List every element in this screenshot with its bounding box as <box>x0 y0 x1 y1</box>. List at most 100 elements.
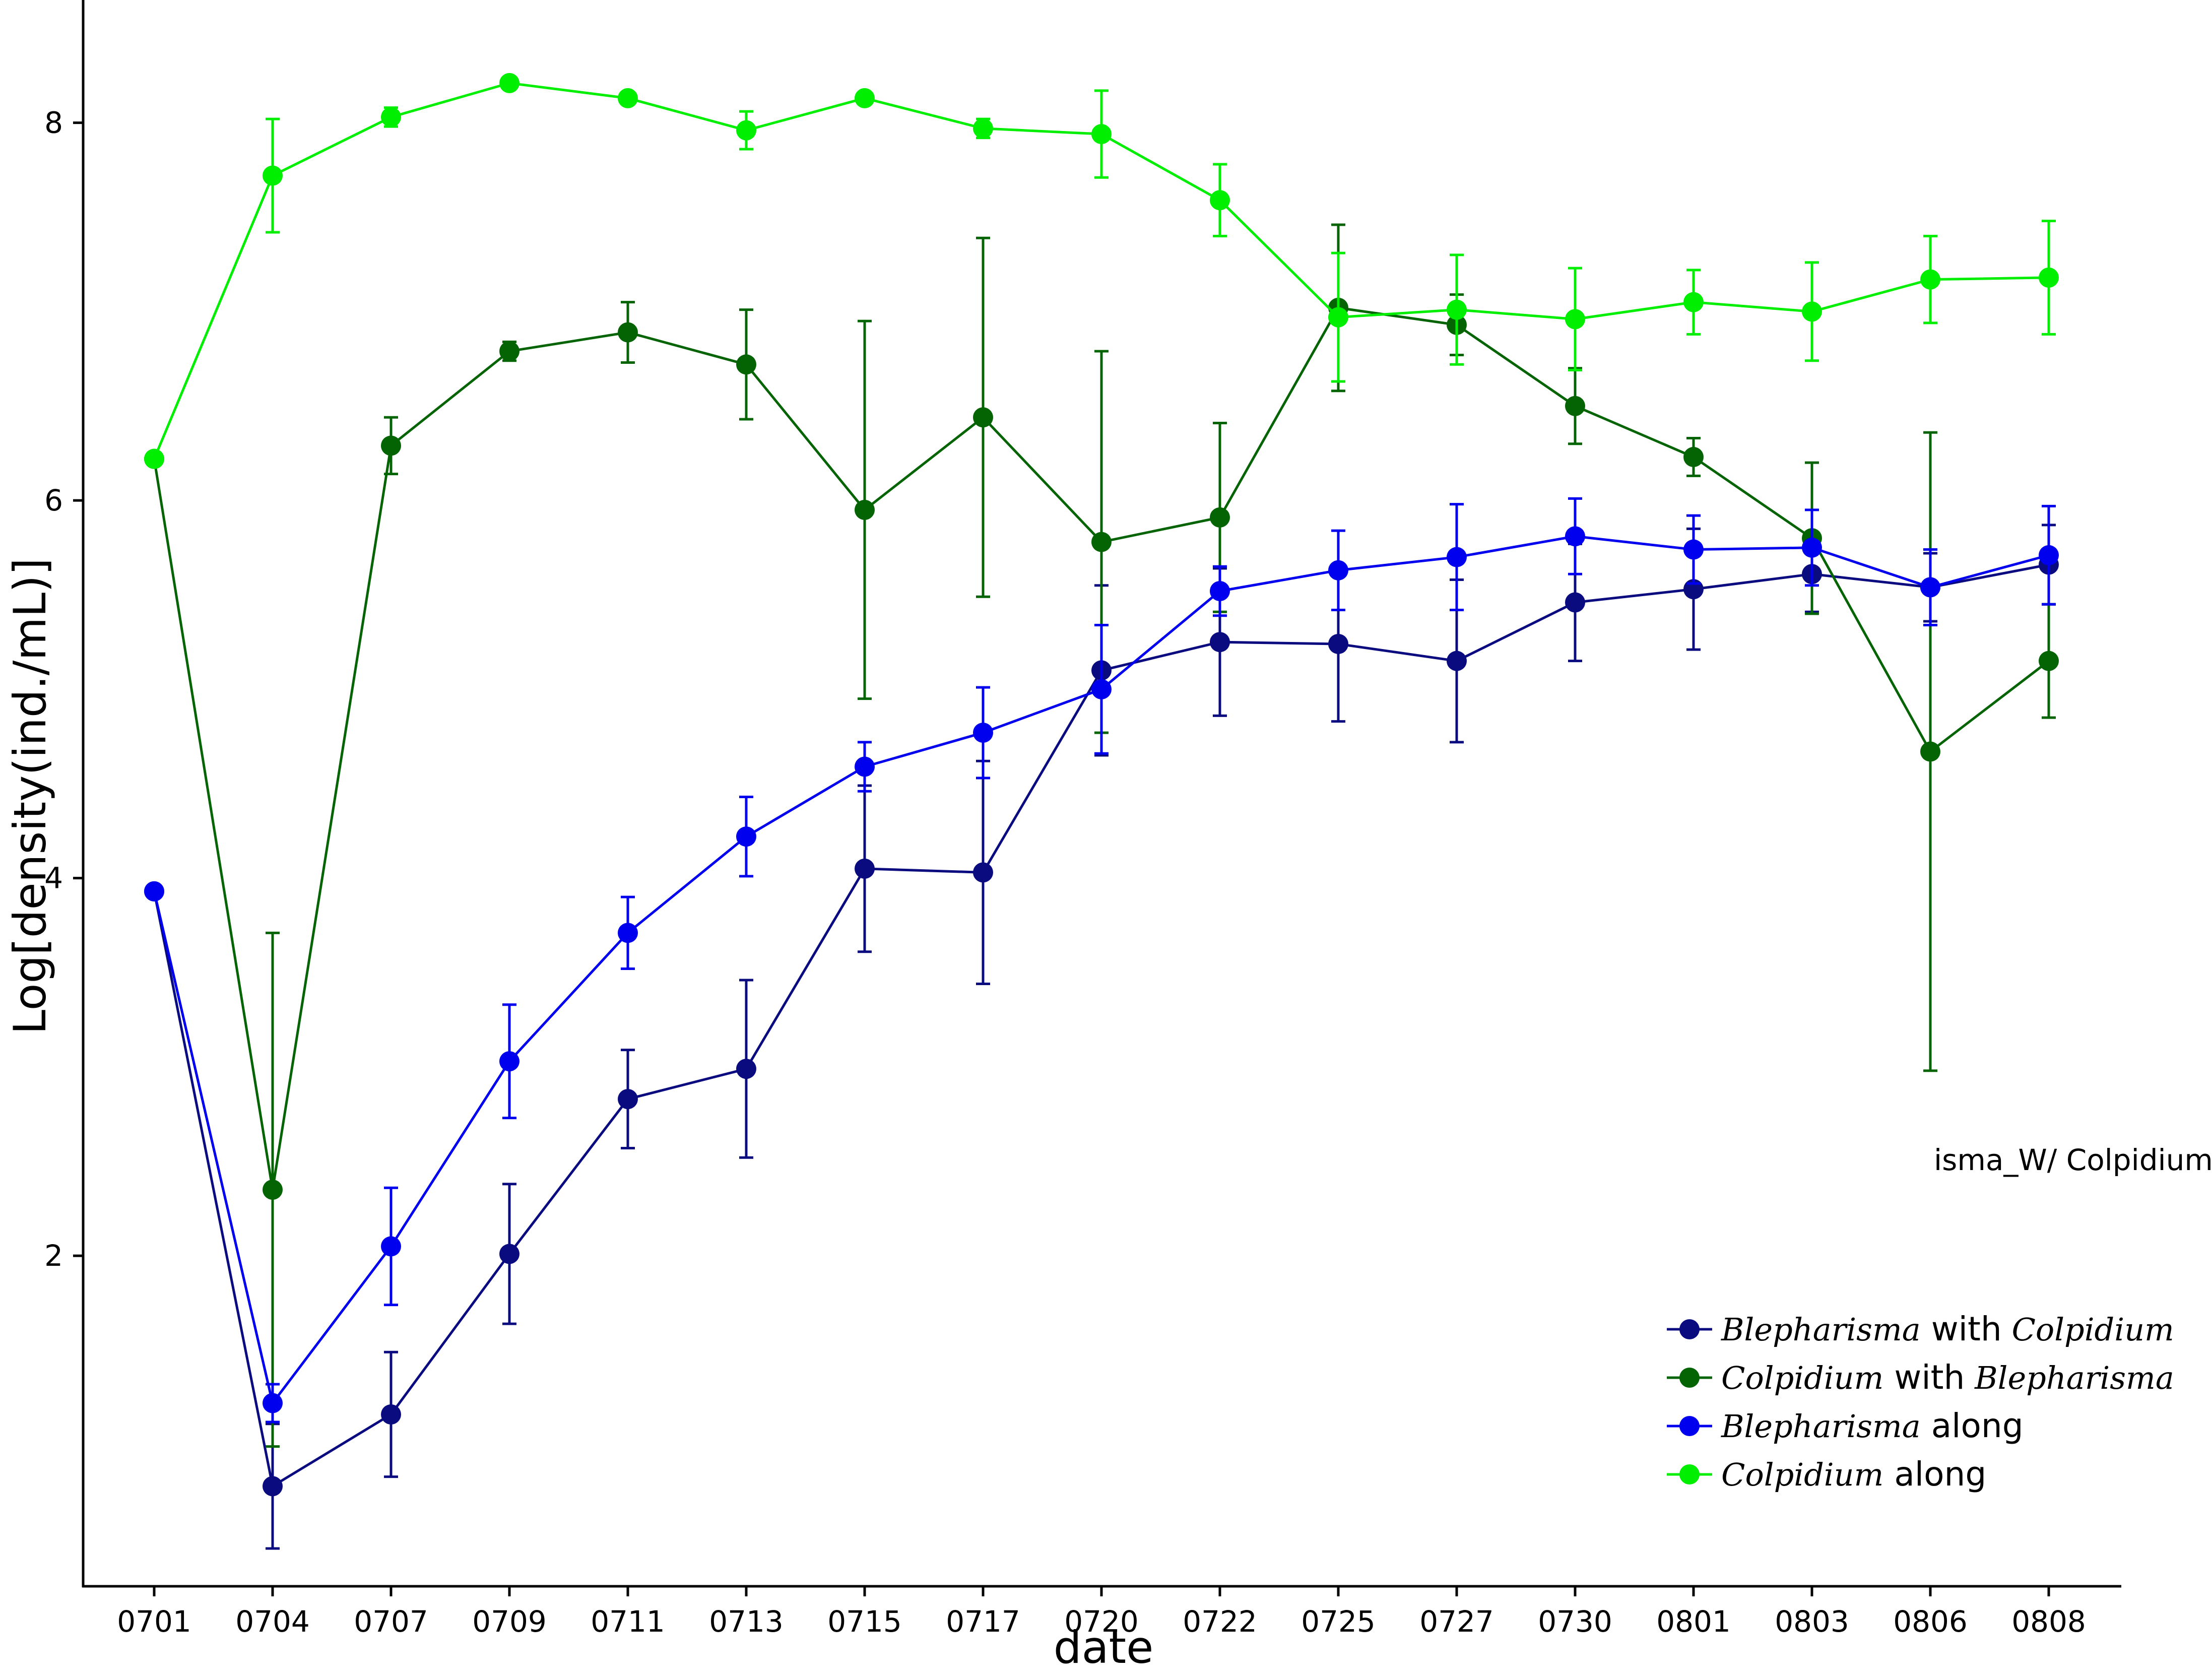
data-point <box>1683 292 1704 312</box>
data-point <box>2039 651 2059 671</box>
data-point <box>381 1404 401 1425</box>
legend-label-italic: Colpidium <box>2002 1311 2174 1348</box>
data-point <box>1565 526 1585 547</box>
data-point <box>855 756 875 777</box>
legend-item: Blepharisma along <box>1667 1406 2024 1445</box>
x-tick-label: 0715 <box>827 1604 902 1639</box>
legend-label-text: with <box>1883 1358 1965 1397</box>
legend-label-italic: Blepharisma <box>1965 1360 2174 1396</box>
chart-annotation: isma_W/ Colpidium <box>1934 1143 2212 1177</box>
data-point <box>618 88 638 108</box>
x-tick-label: 0709 <box>472 1604 547 1639</box>
data-point <box>1210 632 1230 653</box>
data-point <box>263 1180 283 1200</box>
data-point <box>618 1089 638 1110</box>
data-point <box>499 73 519 93</box>
legend-key-point <box>1679 1416 1700 1436</box>
y-tick-label: 6 <box>44 483 63 518</box>
legend-label-text: along <box>1921 1406 2024 1445</box>
legend-key-point <box>1679 1464 1700 1484</box>
data-point <box>855 858 875 879</box>
x-tick-label: 0717 <box>946 1604 1020 1639</box>
data-point <box>855 88 875 108</box>
x-tick-label: 0720 <box>1064 1604 1139 1639</box>
y-axis-title: Log[density(ind./mL)] <box>4 558 56 1035</box>
data-point <box>1447 299 1467 320</box>
series-3 <box>144 73 2059 469</box>
legend-label: Colpidium along <box>1721 1455 1986 1494</box>
data-point <box>1920 741 1940 762</box>
data-point <box>1328 633 1348 654</box>
data-point <box>2039 267 2059 288</box>
legend-label-italic: Colpidium <box>1721 1456 1883 1493</box>
data-point <box>1920 269 1940 290</box>
x-tick-label: 0711 <box>591 1604 665 1639</box>
data-point <box>499 341 519 362</box>
data-point <box>1802 301 1822 322</box>
data-point <box>1091 532 1112 552</box>
legend-label: Blepharisma with Colpidium <box>1721 1310 2174 1348</box>
data-point <box>1328 307 1348 328</box>
data-point <box>2039 545 2059 565</box>
data-point <box>1210 507 1230 528</box>
data-point <box>499 1244 519 1264</box>
data-point <box>263 1476 283 1497</box>
data-point <box>973 407 993 428</box>
series-2 <box>144 497 2059 1424</box>
y-tick-label: 8 <box>44 106 63 140</box>
x-tick-label: 0725 <box>1301 1604 1376 1639</box>
data-point <box>1447 547 1467 567</box>
data-point <box>973 862 993 883</box>
x-tick-label: 0713 <box>709 1604 784 1639</box>
y-tick-label: 2 <box>44 1239 63 1273</box>
data-point <box>1091 679 1112 699</box>
data-point <box>1920 577 1940 598</box>
x-tick-label: 0808 <box>2011 1604 2086 1639</box>
legend-label-text: with <box>1921 1310 2002 1348</box>
legend-item: Blepharisma with Colpidium <box>1667 1310 2174 1348</box>
legend-label-italic: Blepharisma <box>1721 1408 1921 1445</box>
x-tick-label: 0707 <box>354 1604 428 1639</box>
data-point <box>736 1059 756 1079</box>
data-point <box>736 120 756 141</box>
data-point <box>263 1393 283 1413</box>
x-tick-label: 0803 <box>1775 1604 1849 1639</box>
data-point <box>618 923 638 943</box>
data-point <box>1565 396 1585 416</box>
data-point <box>973 723 993 743</box>
data-point <box>1802 537 1822 558</box>
legend-item: Colpidium with Blepharisma <box>1667 1358 2174 1397</box>
data-point <box>263 165 283 186</box>
data-point <box>1683 446 1704 467</box>
data-point <box>499 1051 519 1072</box>
x-tick-label: 0806 <box>1893 1604 1968 1639</box>
data-point <box>1210 190 1230 211</box>
x-tick-label: 0704 <box>235 1604 310 1639</box>
x-tick-label: 0722 <box>1183 1604 1257 1639</box>
data-point <box>618 322 638 343</box>
legend-item: Colpidium along <box>1667 1455 1986 1494</box>
x-tick-label: 0730 <box>1538 1604 1612 1639</box>
series-1 <box>144 223 2059 1448</box>
data-point <box>1565 592 1585 613</box>
data-point <box>1328 560 1348 580</box>
data-point <box>1683 539 1704 560</box>
legend-key-point <box>1679 1319 1700 1339</box>
data-point <box>144 448 164 469</box>
x-tick-label: 0701 <box>117 1604 191 1639</box>
data-point <box>1210 581 1230 602</box>
legend-key-point <box>1679 1368 1700 1388</box>
data-point <box>1565 309 1585 330</box>
legend-label-text: along <box>1883 1455 1986 1494</box>
data-point <box>736 354 756 375</box>
x-tick-label: 0801 <box>1656 1604 1731 1639</box>
axes <box>82 0 2121 1588</box>
data-point <box>381 1236 401 1257</box>
data-point <box>1447 651 1467 671</box>
data-point <box>381 435 401 456</box>
data-point <box>381 107 401 127</box>
ticks: 2 4 6 8 0701 0704 0707 0709 0711 0713 0715 0717 0720… <box>44 106 2086 1639</box>
legend-label-italic: Colpidium <box>1721 1360 1883 1396</box>
legend-label: Blepharisma along <box>1721 1406 2024 1445</box>
